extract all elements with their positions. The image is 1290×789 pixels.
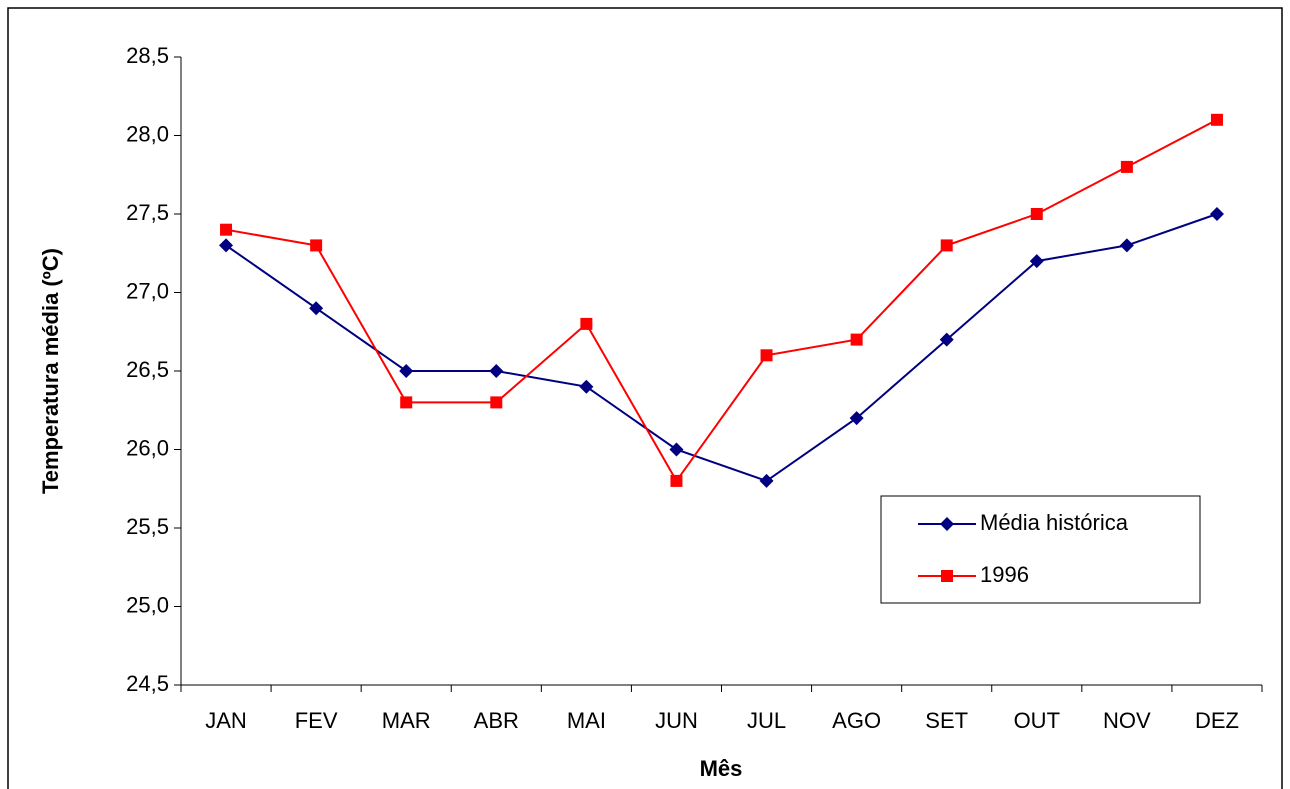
y-tick-label: 24,5 (126, 671, 169, 696)
legend-label: 1996 (980, 562, 1029, 587)
x-axis-title: Mês (700, 756, 743, 781)
x-tick-label: ABR (474, 708, 519, 733)
data-point (579, 379, 594, 394)
y-tick-label: 26,5 (126, 357, 169, 382)
data-point (219, 238, 234, 253)
x-tick-label: NOV (1103, 708, 1151, 733)
data-point (490, 396, 503, 409)
data-point (669, 442, 684, 457)
series-line (225, 118, 1218, 483)
y-tick-label: 27,5 (126, 200, 169, 225)
data-point (1119, 238, 1134, 253)
data-point (1030, 208, 1043, 220)
data-point (1209, 207, 1224, 221)
data-point (400, 396, 413, 409)
y-tick-label: 25,5 (126, 514, 169, 539)
data-point (759, 473, 774, 488)
data-point (310, 239, 323, 252)
data-point (580, 317, 593, 330)
x-tick-label: MAI (567, 708, 606, 733)
y-tick-label: 25,0 (126, 592, 169, 617)
data-point (489, 364, 504, 378)
x-tick-label: SET (925, 708, 968, 733)
legend-label: Média histórica (980, 510, 1129, 535)
x-tick-label: DEZ (1195, 708, 1239, 733)
data-point (1120, 160, 1133, 173)
y-tick-label: 28,0 (126, 121, 169, 146)
data-point (399, 364, 414, 378)
x-tick-label: MAR (382, 708, 431, 733)
y-axis-title: Temperatura média (ºC) (38, 248, 63, 494)
series-line (225, 213, 1218, 483)
y-tick-label: 27,0 (126, 278, 169, 303)
legend-box (880, 495, 1201, 604)
data-point (939, 332, 954, 347)
x-tick-label: AGO (832, 708, 881, 733)
data-point (309, 301, 324, 316)
data-point (1210, 113, 1223, 126)
data-point (849, 411, 864, 426)
x-tick-label: OUT (1014, 708, 1060, 733)
y-tick-label: 28,5 (126, 43, 169, 68)
x-tick-label: JUN (655, 708, 698, 733)
x-tick-label: JAN (205, 708, 247, 733)
data-point (940, 239, 953, 252)
legend-marker (941, 570, 953, 582)
data-point (760, 349, 773, 362)
x-tick-label: FEV (295, 708, 338, 733)
data-point (1029, 254, 1044, 269)
chart-frame (7, 7, 1283, 789)
y-tick-label: 26,0 (126, 435, 169, 460)
data-point (670, 474, 683, 487)
data-point (220, 223, 233, 236)
x-tick-label: JUL (747, 708, 786, 733)
legend-marker (940, 517, 954, 531)
data-point (850, 333, 863, 346)
